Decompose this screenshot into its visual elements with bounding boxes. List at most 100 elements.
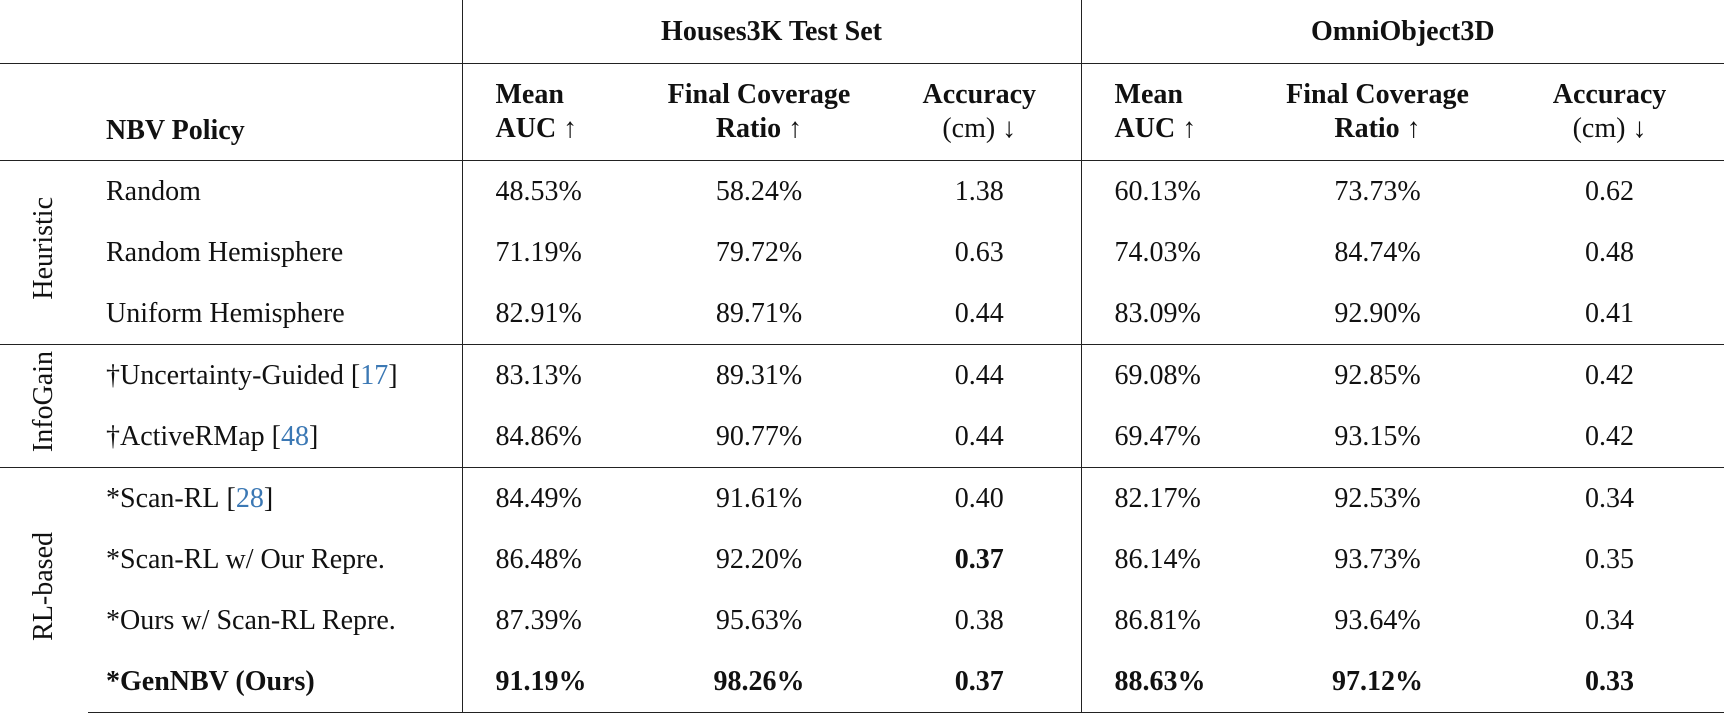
empty-header — [0, 0, 462, 64]
policy-cell: †Uncertainty-Guided [17] — [88, 344, 462, 406]
column-header-line: Ratio ↑ — [1334, 113, 1421, 144]
value-cell: 69.08% — [1080, 344, 1261, 406]
value-cell: 83.09% — [1080, 283, 1261, 345]
column-header-line: Accuracy — [922, 79, 1037, 111]
value-cell: 0.42 — [1585, 420, 1635, 452]
empty-header — [0, 63, 88, 161]
policy-name: Random Hemisphere — [106, 236, 344, 268]
column-header: Mean AUC ↑ — [1080, 63, 1261, 161]
value-cell: 84.74% — [1334, 236, 1421, 268]
value-cell: 74.03% — [1080, 222, 1261, 283]
column-header-line: AUC ↑ — [495, 113, 578, 144]
group-header-row: Houses3K Test Set OmniObject3D — [0, 0, 1724, 64]
value-cell: 92.85% — [1260, 344, 1496, 406]
policy-cell: *Ours w/ Scan-RL Repre. — [88, 590, 462, 651]
policy-name: Uniform Hemisphere — [106, 297, 345, 329]
section-label: RL-based — [28, 531, 60, 641]
policy-cell: *GenNBV (Ours) — [88, 651, 462, 713]
column-header-line: Mean — [1114, 79, 1183, 111]
table-row: Heuristic Random 48.53% 58.24% 1.38 60.13% 73.… — [0, 160, 1724, 300]
policy-cell: Random Hemisphere — [88, 222, 462, 283]
table-row: Uniform Hemisphere 82.91% 89.71% 0.44 83.09%… — [0, 283, 1724, 345]
column-header-line: Final Coverage — [1286, 79, 1469, 111]
value-cell: 0.37 — [878, 651, 1082, 713]
column-header-line: (cm) ↓ — [942, 113, 1017, 144]
value-cell: 0.42 — [1495, 344, 1724, 406]
section-label: InfoGain — [28, 351, 60, 453]
policy-name: *GenNBV (Ours) — [106, 665, 315, 697]
value-cell: 58.24% — [715, 175, 803, 207]
value-cell: 88.63% — [1080, 651, 1261, 713]
policy-name: *Ours w/ Scan-RL Repre. — [106, 604, 396, 636]
value-cell: 92.20% — [715, 543, 803, 575]
value-cell: 91.61% — [640, 467, 878, 529]
value-cell: 95.63% — [715, 604, 803, 636]
value-cell: 93.73% — [1334, 543, 1421, 575]
value-cell: 0.38 — [954, 604, 1004, 636]
value-cell: 86.81% — [1080, 590, 1261, 651]
policy-cell: *Scan-RL [28] — [88, 467, 462, 529]
table-row: *Scan-RL w/ Our Repre. 86.48% 92.20% 0.37 86… — [0, 529, 1724, 590]
column-header-line: Ratio ↑ — [715, 113, 803, 144]
value-cell: 82.91% — [461, 283, 640, 345]
policy-cell: †ActiveRMap [48] — [88, 406, 462, 468]
value-cell: 84.49% — [461, 467, 640, 529]
column-header-line: Final Coverage — [667, 79, 851, 111]
citation: [17] — [350, 359, 398, 391]
value-cell: 86.48% — [461, 529, 640, 590]
table-row: RL-based *Scan-RL [28] 84.49% 91.61% 0.40 82.… — [0, 467, 1724, 713]
value-cell: 0.44 — [878, 344, 1082, 406]
policy-name: *Scan-RL w/ Our Repre. — [106, 543, 385, 575]
section-label: Heuristic — [28, 196, 60, 300]
table-row: Random Hemisphere 71.19% 79.72% 0.63 74.03% 8… — [0, 222, 1724, 283]
section-label-cell: Heuristic — [0, 161, 88, 345]
value-cell: 71.19% — [461, 222, 640, 283]
value-cell: 0.34 — [1495, 467, 1724, 529]
value-cell: 0.35 — [1585, 543, 1635, 575]
value-cell: 60.13% — [1080, 160, 1261, 222]
value-cell: 0.34 — [1585, 604, 1635, 636]
value-cell: 0.48 — [1585, 236, 1635, 268]
column-header: Mean AUC ↑ — [461, 63, 640, 161]
value-cell: 79.72% — [715, 236, 803, 268]
value-cell: 84.86% — [461, 406, 640, 468]
value-cell: 0.41 — [1585, 297, 1635, 329]
value-cell: 0.40 — [878, 467, 1082, 529]
value-cell: 89.71% — [715, 297, 803, 329]
column-header-line: AUC ↑ — [1114, 113, 1197, 144]
value-cell: 1.38 — [954, 175, 1004, 207]
value-cell: 0.33 — [1495, 651, 1724, 713]
table-row: InfoGain †Uncertainty-Guided [17] 83.13% 89… — [0, 344, 1724, 468]
value-cell: 69.47% — [1080, 406, 1261, 468]
section-label-cell: RL-based — [0, 467, 88, 713]
value-cell: 92.90% — [1334, 297, 1421, 329]
table-body: Heuristic Random 48.53% 58.24% 1.38 60.13% 73.… — [0, 160, 1724, 713]
value-cell: 92.53% — [1260, 467, 1496, 529]
table-row: *Ours w/ Scan-RL Repre. 87.39% 95.63% 0.38 8… — [0, 590, 1724, 651]
value-cell: 86.14% — [1080, 529, 1261, 590]
value-cell: 0.44 — [954, 297, 1004, 329]
value-cell: 90.77% — [715, 420, 803, 452]
value-cell: 97.12% — [1260, 651, 1496, 713]
policy-name: Random — [106, 175, 201, 207]
value-cell: 83.13% — [461, 344, 640, 406]
table-row: *GenNBV (Ours) 91.19% 98.26% 0.37 88.63% 97.1… — [0, 651, 1724, 713]
value-cell: 91.19% — [461, 651, 640, 713]
policy-header: NBV Policy — [88, 63, 462, 161]
column-header-line: (cm) ↓ — [1572, 113, 1647, 144]
value-cell: 93.64% — [1334, 604, 1421, 636]
column-header: Final Coverage Ratio ↑ — [1260, 63, 1496, 161]
group-header: OmniObject3D — [1080, 0, 1724, 64]
value-cell: 0.63 — [954, 236, 1004, 268]
table-row: †ActiveRMap [48] 84.86% 90.77% 0.44 69.47% 93… — [0, 406, 1724, 468]
policy-cell: *Scan-RL w/ Our Repre. — [88, 529, 462, 590]
policy-name: †Uncertainty-Guided — [106, 359, 344, 391]
citation: [28] — [226, 482, 274, 514]
value-cell: 82.17% — [1080, 467, 1261, 529]
section-label-cell: InfoGain — [0, 344, 88, 468]
value-cell: 0.37 — [954, 543, 1004, 575]
policy-cell: Uniform Hemisphere — [88, 283, 462, 345]
